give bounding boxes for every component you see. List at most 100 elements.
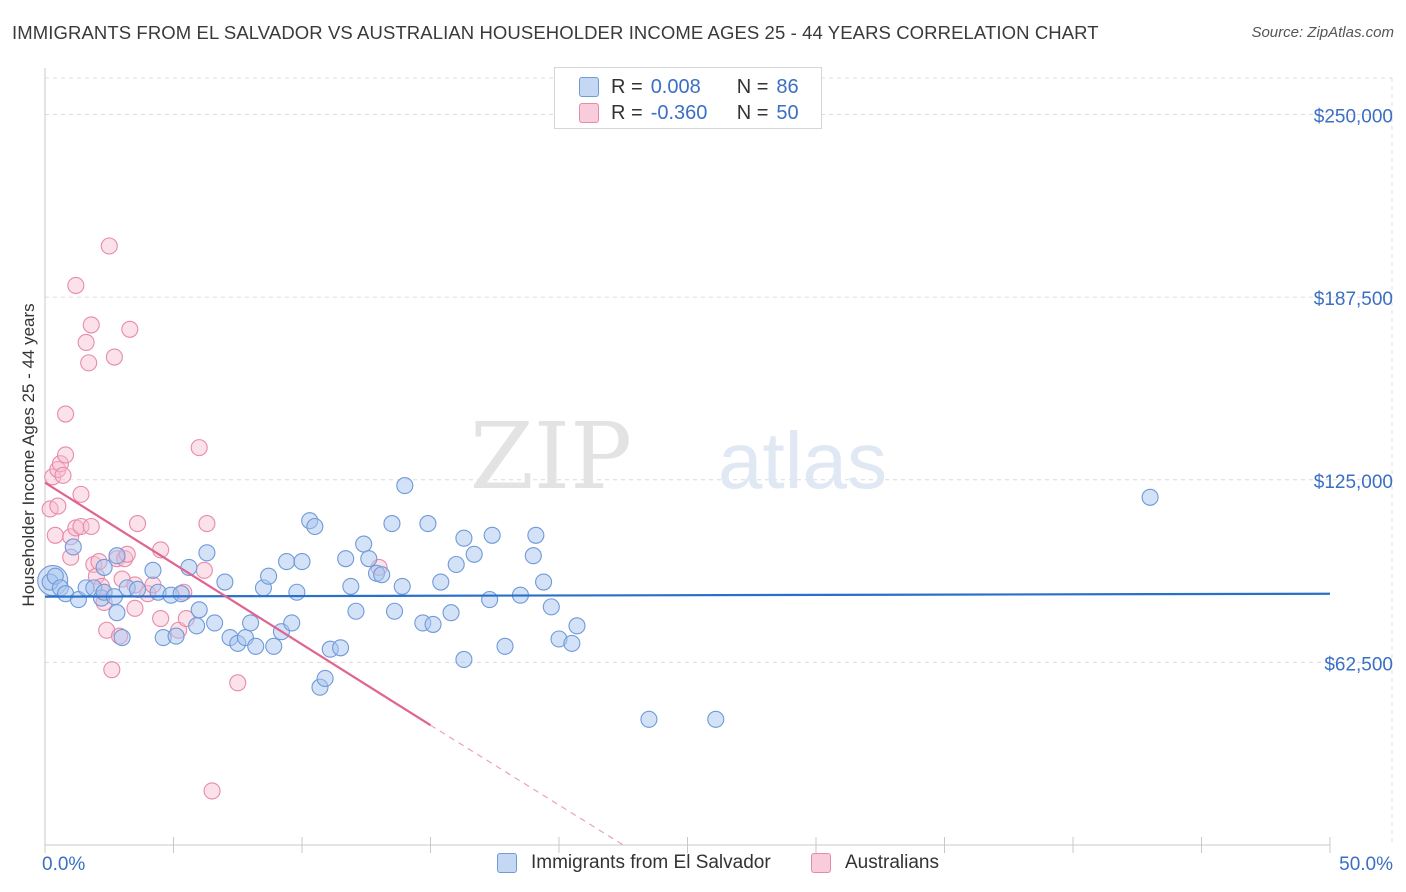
australians-point (152, 610, 170, 628)
el-salvador-point (206, 614, 224, 632)
chart-title: IMMIGRANTS FROM EL SALVADOR VS AUSTRALIA… (12, 22, 1099, 43)
australians-point (54, 466, 72, 484)
el-salvador-point (188, 617, 206, 635)
pink-swatch (579, 103, 599, 123)
y-tick-label: $187,500 (1314, 289, 1393, 310)
r-label: R = (611, 101, 643, 124)
el-salvador-point (496, 637, 514, 655)
el-salvador-point (396, 477, 414, 495)
el-salvador-point (128, 580, 147, 598)
el-salvador-point (342, 577, 360, 595)
el-salvador-point (278, 553, 296, 571)
el-salvador-point (64, 538, 82, 556)
el-salvador-point (640, 710, 658, 728)
el-salvador-point (331, 639, 350, 657)
el-salvador-point (481, 591, 499, 609)
series-legend: Immigrants from El Salvador Australians (0, 850, 1406, 878)
el-salvador-point (383, 515, 401, 533)
legend-item-el-salvador: Immigrants from El Salvador (497, 852, 771, 874)
el-salvador-point (385, 602, 404, 620)
australians-trend-line (44, 481, 432, 727)
australians-point (57, 405, 75, 423)
legend-row-pink: R = -0.360 N = 50 (579, 101, 799, 125)
el-salvador-point (355, 535, 373, 553)
y-tick-label: $250,000 (1314, 107, 1393, 128)
el-salvador-point (424, 615, 442, 633)
el-salvador-point (455, 650, 473, 669)
el-salvador-point (198, 544, 216, 562)
legend-item-australians: Australians (811, 852, 939, 874)
x-tick-label-min: 0.0% (42, 854, 85, 875)
r-value: -0.360 (650, 101, 708, 124)
legend-label: Immigrants from El Salvador (531, 852, 771, 873)
watermark: ZIP atlas (470, 403, 887, 510)
el-salvador-point (432, 573, 450, 591)
australians-point (103, 661, 121, 679)
australians-point (67, 276, 85, 295)
australians-point (72, 517, 90, 536)
el-salvador-point (455, 529, 473, 547)
source-label: Source: ZipAtlas.com (1251, 24, 1394, 41)
el-salvador-point (563, 634, 581, 652)
pink-swatch (811, 853, 831, 873)
el-salvador-point (306, 517, 324, 536)
correlation-legend: R = 0.008 N = 86 R = -0.360 N = 50 (554, 67, 822, 129)
n-label: N = (736, 75, 769, 98)
el-salvador-point (447, 555, 465, 574)
australians-point (121, 320, 139, 338)
el-salvador-point (172, 585, 190, 603)
el-salvador-point (316, 669, 334, 688)
r-label: R = (611, 75, 643, 98)
el-salvador-point (1141, 488, 1159, 506)
legend-row-blue: R = 0.008 N = 86 (579, 75, 799, 99)
australians-point (80, 354, 98, 372)
australians-point (229, 674, 247, 692)
el-salvador-points (37, 477, 1159, 728)
blue-swatch (579, 77, 599, 97)
el-salvador-point (283, 614, 301, 632)
australians-points (41, 237, 388, 800)
el-salvador-point (242, 614, 260, 632)
australians-point (100, 237, 118, 255)
australians-point (105, 348, 123, 366)
australians-point (77, 333, 95, 351)
el-salvador-point (524, 547, 542, 565)
el-salvador-point (288, 583, 306, 601)
legend-label: Australians (845, 852, 939, 873)
el-salvador-point (167, 627, 185, 645)
tick-labels: $62,500 $125,000 $187,500 $250,000 0.0% 50.0% (42, 107, 1393, 875)
australians-point (82, 517, 100, 536)
el-salvador-point (542, 598, 560, 616)
el-salvador-point (483, 526, 501, 544)
australians-point (195, 561, 213, 579)
el-salvador-point (568, 617, 586, 635)
el-salvador-trend-line (44, 592, 1331, 598)
el-salvador-point (535, 573, 553, 591)
australians-trend-extension (430, 724, 624, 846)
el-salvador-point (108, 604, 126, 622)
el-salvador-point (265, 637, 283, 655)
el-salvador-point (144, 561, 162, 579)
n-value: 50 (776, 101, 799, 124)
el-salvador-point (95, 558, 113, 576)
n-label: N = (736, 101, 769, 124)
australians-point (190, 439, 208, 457)
australians-point (128, 515, 147, 533)
australians-point (82, 316, 100, 334)
el-salvador-point (247, 637, 265, 655)
watermark-zip: ZIP (470, 403, 632, 510)
x-tick-label-max: 50.0% (1339, 854, 1393, 875)
el-salvador-point (347, 602, 365, 620)
el-salvador-point (393, 577, 411, 595)
australians-point (46, 526, 64, 544)
australians-point (203, 782, 221, 800)
el-salvador-point (190, 601, 208, 619)
el-salvador-point (216, 573, 234, 591)
australians-point (198, 515, 216, 533)
el-salvador-point (373, 566, 391, 584)
blue-swatch (497, 853, 517, 873)
el-salvador-point (260, 567, 278, 585)
el-salvador-point (707, 710, 725, 728)
watermark-atlas: atlas (718, 416, 887, 505)
